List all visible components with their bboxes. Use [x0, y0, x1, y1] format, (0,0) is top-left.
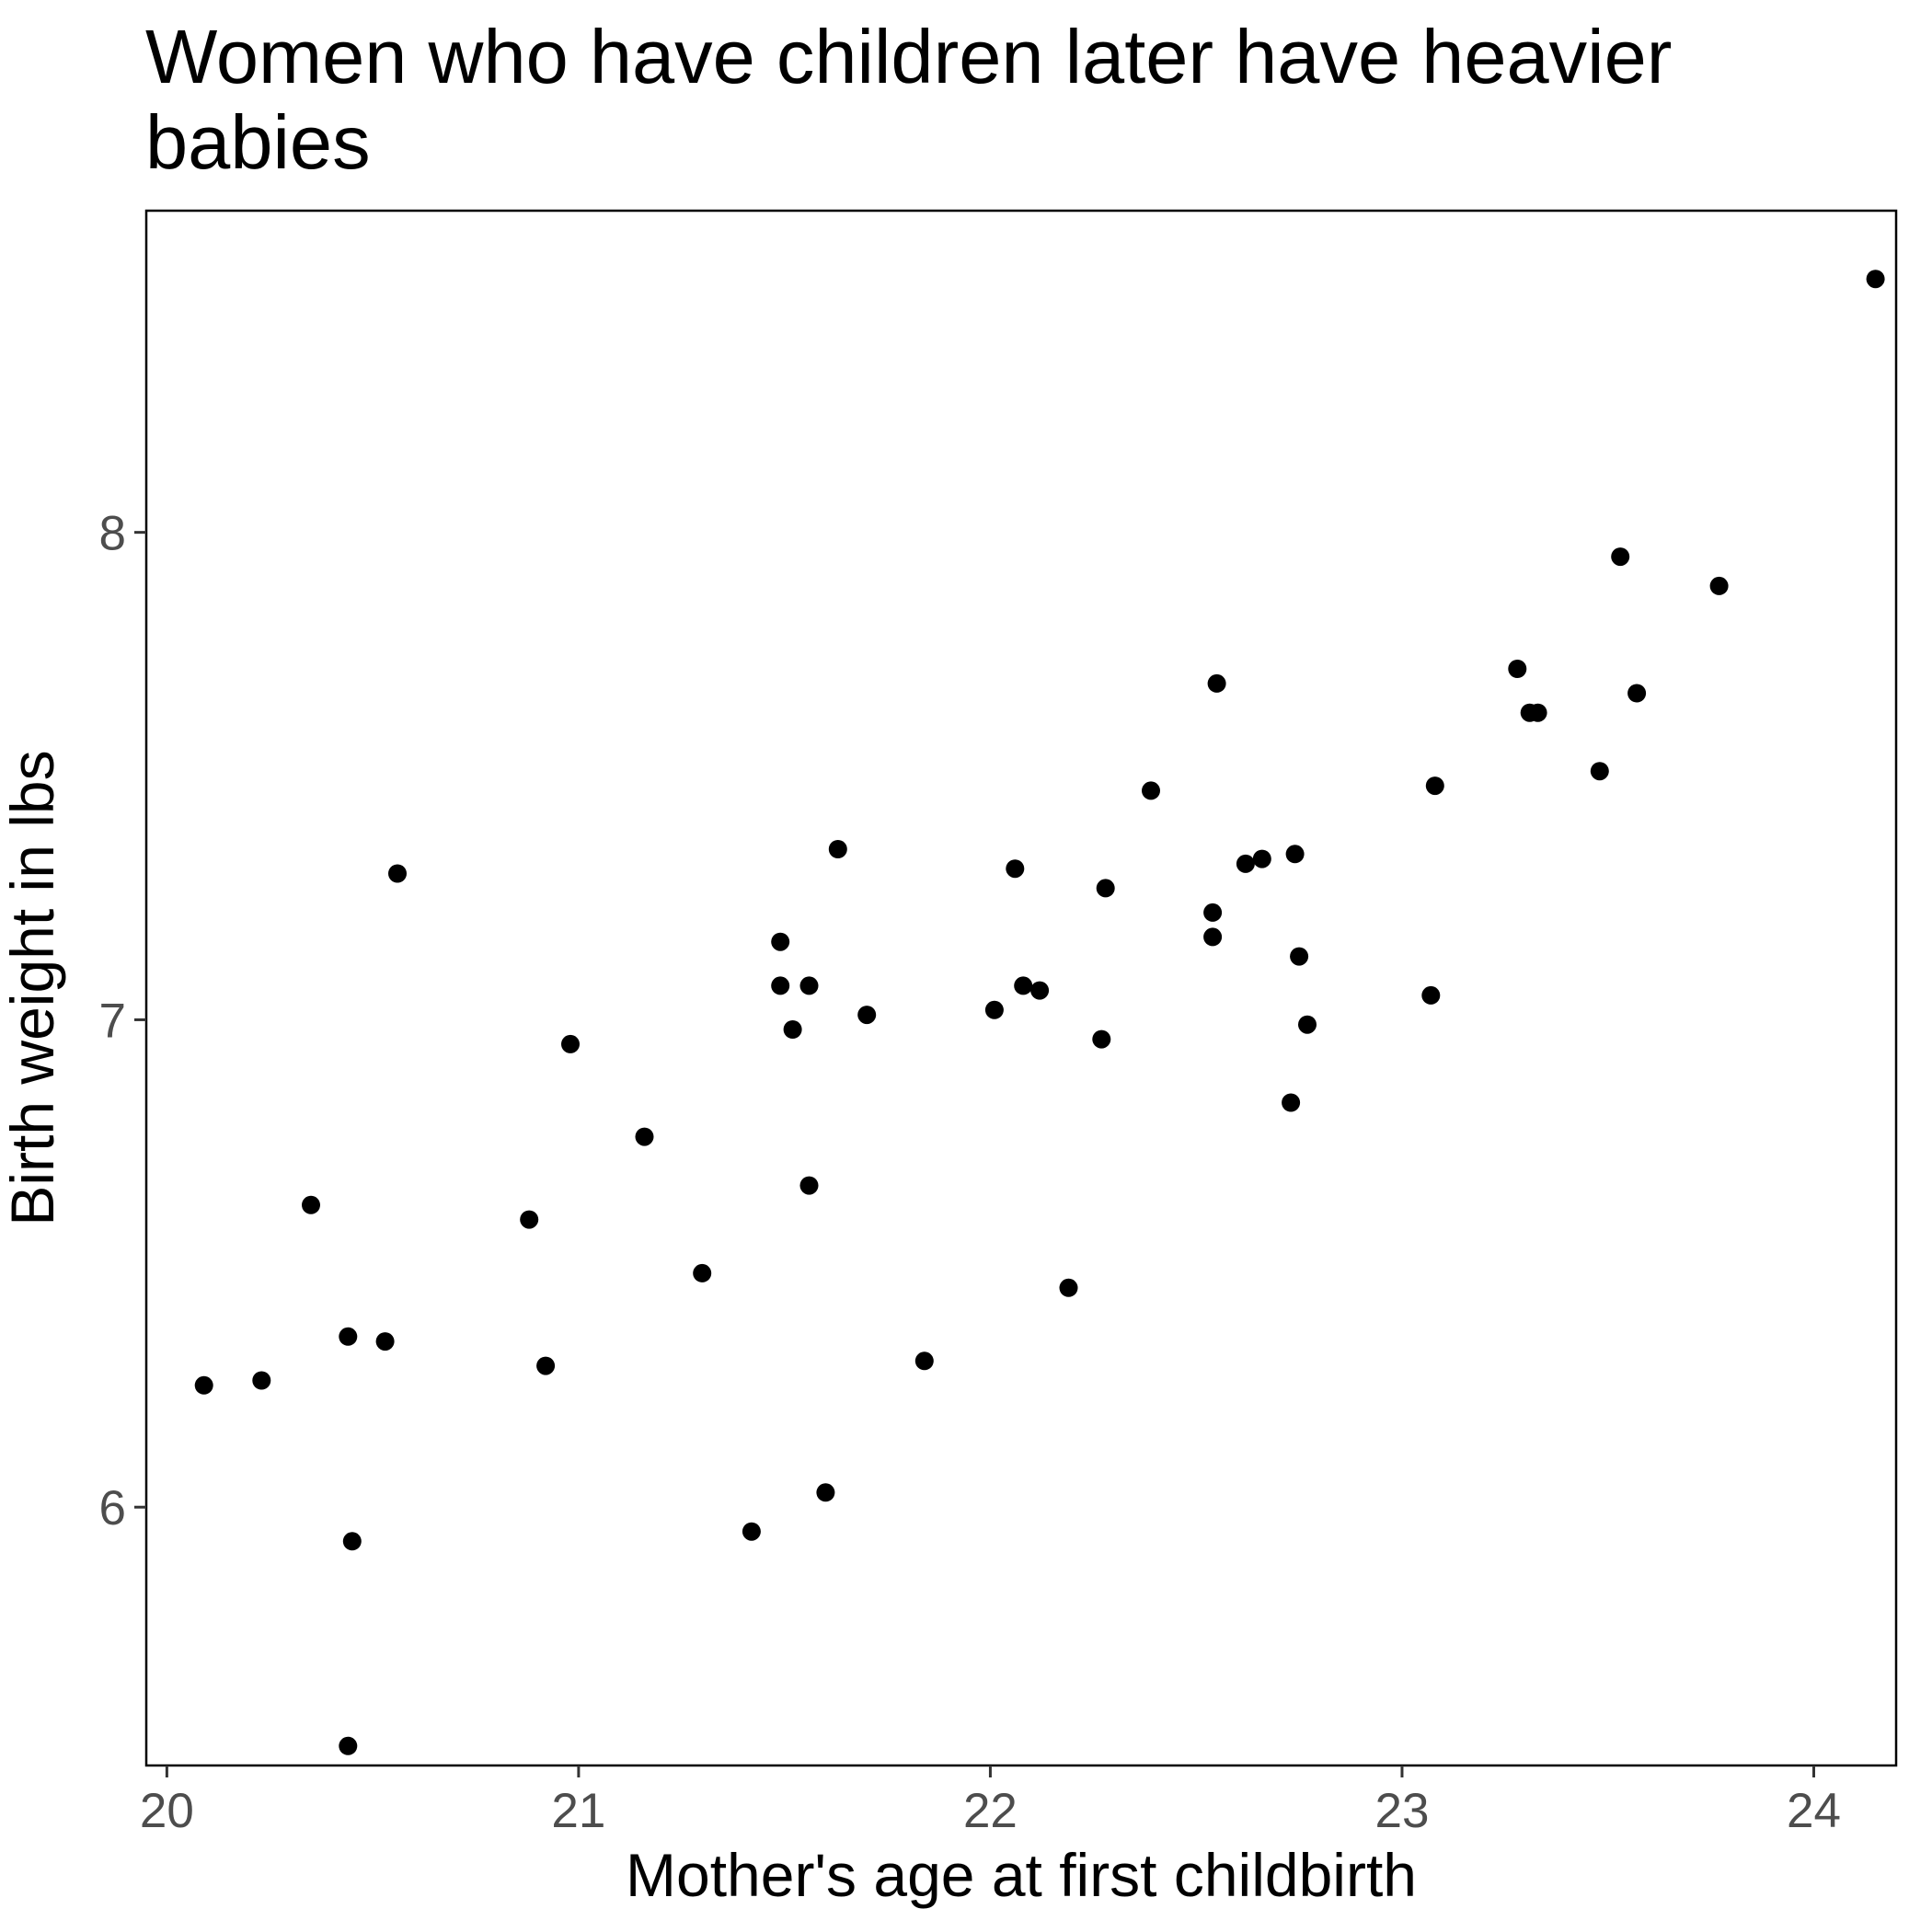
data-point: [857, 1006, 877, 1025]
x-tick-label: 22: [963, 1784, 1018, 1838]
data-point: [342, 1532, 362, 1551]
data-point: [771, 932, 790, 951]
data-point: [984, 1000, 1004, 1019]
chart-title-line-1: Women who have children later have heavi…: [145, 14, 1672, 99]
x-axis: 20 21 22 23 24: [140, 1765, 1841, 1838]
data-point: [635, 1127, 654, 1146]
y-tick-label: 8: [99, 507, 126, 561]
data-point: [1590, 762, 1609, 781]
data-point: [1866, 270, 1885, 289]
data-point: [1096, 879, 1115, 898]
data-point: [1203, 927, 1223, 947]
data-point: [1528, 703, 1547, 722]
y-axis-title: Birth weight in lbs: [0, 750, 66, 1225]
data-point: [1425, 776, 1444, 796]
x-tick-label: 21: [551, 1784, 605, 1838]
y-axis: 6 7 8: [99, 507, 146, 1535]
data-point: [783, 1020, 802, 1039]
data-point: [375, 1332, 395, 1351]
data-point: [914, 1351, 934, 1371]
y-tick-label: 7: [99, 994, 126, 1048]
data-point: [1014, 976, 1033, 995]
x-tick-label: 23: [1374, 1784, 1429, 1838]
data-point: [1709, 576, 1729, 595]
data-point: [1298, 1015, 1317, 1034]
data-point: [1421, 985, 1441, 1005]
data-point: [1030, 981, 1050, 1000]
data-point: [1611, 547, 1630, 567]
data-point: [302, 1195, 320, 1214]
data-point: [339, 1327, 358, 1346]
data-point: [194, 1375, 213, 1395]
data-point: [1285, 845, 1305, 864]
data-point: [828, 840, 847, 858]
data-point: [1627, 684, 1647, 703]
data-point: [252, 1371, 271, 1390]
data-point: [561, 1034, 580, 1053]
y-tick-label: 6: [99, 1481, 126, 1535]
data-point: [1006, 859, 1025, 879]
data-point: [1207, 673, 1226, 693]
data-point: [1236, 854, 1255, 873]
x-axis-title: Mother's age at first childbirth: [626, 1841, 1417, 1909]
chart-title-line-2: babies: [145, 99, 371, 185]
data-point: [339, 1736, 358, 1755]
data-point: [799, 976, 819, 995]
data-point: [771, 976, 790, 995]
data-point: [816, 1483, 835, 1502]
x-tick-label: 20: [140, 1784, 194, 1838]
data-point: [1282, 1093, 1301, 1112]
data-point: [1059, 1278, 1078, 1297]
data-point: [742, 1522, 761, 1541]
data-points: [194, 270, 1885, 1755]
data-point: [693, 1263, 712, 1282]
data-point: [536, 1356, 556, 1375]
data-point: [388, 864, 407, 883]
data-point: [1508, 660, 1527, 678]
data-point: [1203, 903, 1223, 922]
plot-panel: [144, 209, 1898, 1767]
data-point: [520, 1210, 539, 1229]
data-point: [1092, 1029, 1111, 1049]
data-point: [1142, 781, 1160, 800]
data-point: [799, 1176, 819, 1195]
data-point: [1252, 849, 1271, 868]
data-point: [1290, 947, 1309, 966]
x-tick-label: 24: [1787, 1784, 1841, 1838]
